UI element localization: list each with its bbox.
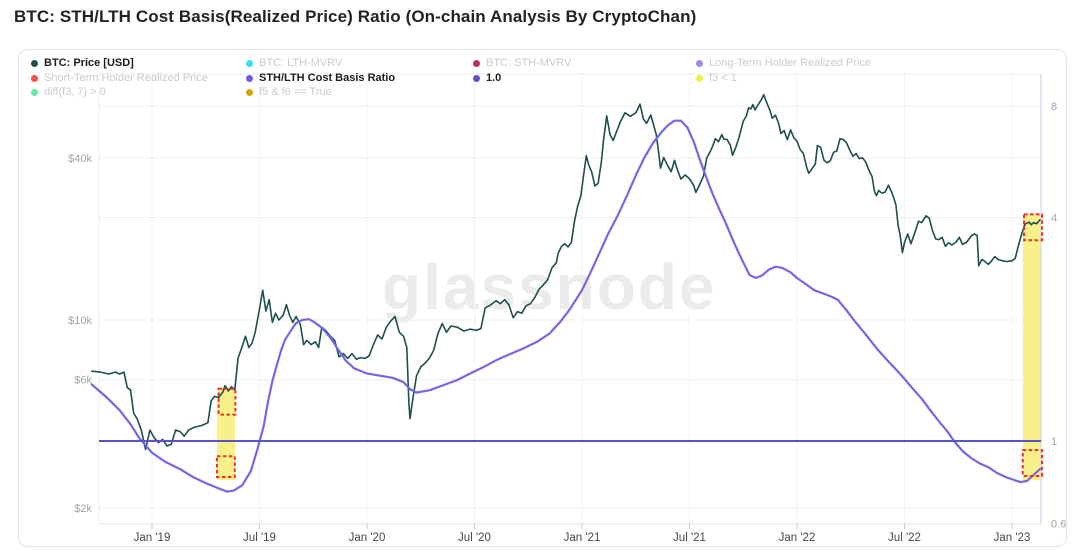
legend-dot-icon <box>246 59 253 67</box>
annotation-box-price <box>1023 213 1044 242</box>
annotation-box-price <box>217 387 237 416</box>
legend-item-label: BTC: Price [USD] <box>44 57 134 69</box>
x-axis-label: Jul '22 <box>888 532 921 544</box>
x-axis-label: Jul '19 <box>243 532 276 544</box>
legend-item-label: Short-Term Holder Realized Price <box>44 72 208 84</box>
legend-item-long-term-holder-realized-price[interactable]: Long-Term Holder Realized Price <box>696 56 871 70</box>
legend-item-f5-f6-true[interactable]: f5 & f6 == True <box>246 85 332 99</box>
annotation-box-ratio <box>215 455 236 478</box>
legend-item-label: Long-Term Holder Realized Price <box>709 57 872 69</box>
price-line <box>91 93 1041 451</box>
legend-item-sth-lth-cost-basis-ratio[interactable]: STH/LTH Cost Basis Ratio <box>246 71 395 85</box>
legend-dot-icon <box>246 88 253 96</box>
x-axis-label: Jan '21 <box>564 532 601 544</box>
annotation-box-ratio <box>1021 449 1044 477</box>
x-axis-label: Jul '20 <box>458 532 491 544</box>
legend-item-label: f5 & f6 == True <box>259 86 332 98</box>
legend-dot-icon <box>246 74 253 82</box>
legend-item-label: diff(f3, 7) > 0 <box>44 86 106 98</box>
legend-item-label: STH/LTH Cost Basis Ratio <box>259 72 396 84</box>
legend-item-label: BTC: STH-MVRV <box>486 57 572 69</box>
chart-card <box>18 49 1067 547</box>
y-left-label: $2k <box>74 503 92 515</box>
x-axis-label: Jan '20 <box>349 532 386 544</box>
y-left-label: $40k <box>68 153 92 165</box>
x-axis-label: Jul '21 <box>673 532 706 544</box>
legend-item-btc-sth-mvrv[interactable]: BTC: STH-MVRV <box>473 56 571 70</box>
legend-dot-icon <box>696 59 703 67</box>
legend-dot-icon <box>31 74 38 82</box>
y-right-label: 0.6 <box>1051 518 1066 530</box>
legend-dot-icon <box>31 59 38 67</box>
legend-item-diff-f3-7-0[interactable]: diff(f3, 7) > 0 <box>31 85 106 99</box>
legend-dot-icon <box>31 88 38 96</box>
legend-item-label: 1.0 <box>486 72 502 84</box>
y-left-label: $10k <box>68 315 92 327</box>
legend-item-f3-1[interactable]: f3 < 1 <box>696 71 737 85</box>
legend-dot-icon <box>473 59 480 67</box>
legend-item-short-term-holder-realized-price[interactable]: Short-Term Holder Realized Price <box>31 71 208 85</box>
y-right-label: 1 <box>1051 436 1057 448</box>
legend-item-1-0[interactable]: 1.0 <box>473 71 501 85</box>
chart-legend: BTC: Price [USD] BTC: LTH-MVRV BTC: STH-MV… <box>0 0 1080 100</box>
page-title: BTC: STH/LTH Cost Basis(Realized Price) … <box>14 7 697 26</box>
legend-dot-icon <box>473 74 480 82</box>
legend-dot-icon <box>696 74 703 82</box>
x-axis-label: Jan '19 <box>134 532 171 544</box>
glassnode-watermark: glassnode <box>382 251 717 323</box>
legend-item-label: f3 < 1 <box>709 72 737 84</box>
ratio-line <box>90 119 1042 493</box>
x-axis-label: Jan '22 <box>779 532 816 544</box>
legend-item-btc-lth-mvrv[interactable]: BTC: LTH-MVRV <box>246 56 342 70</box>
y-right-label: 8 <box>1051 101 1057 113</box>
legend-item-label: BTC: LTH-MVRV <box>259 57 343 69</box>
y-left-label: $6k <box>74 375 92 387</box>
x-axis-label: Jan '23 <box>994 532 1031 544</box>
legend-item-btc-price-usd[interactable]: BTC: Price [USD] <box>31 56 134 70</box>
highlight-band <box>1022 213 1042 481</box>
y-right-label: 4 <box>1051 213 1057 225</box>
